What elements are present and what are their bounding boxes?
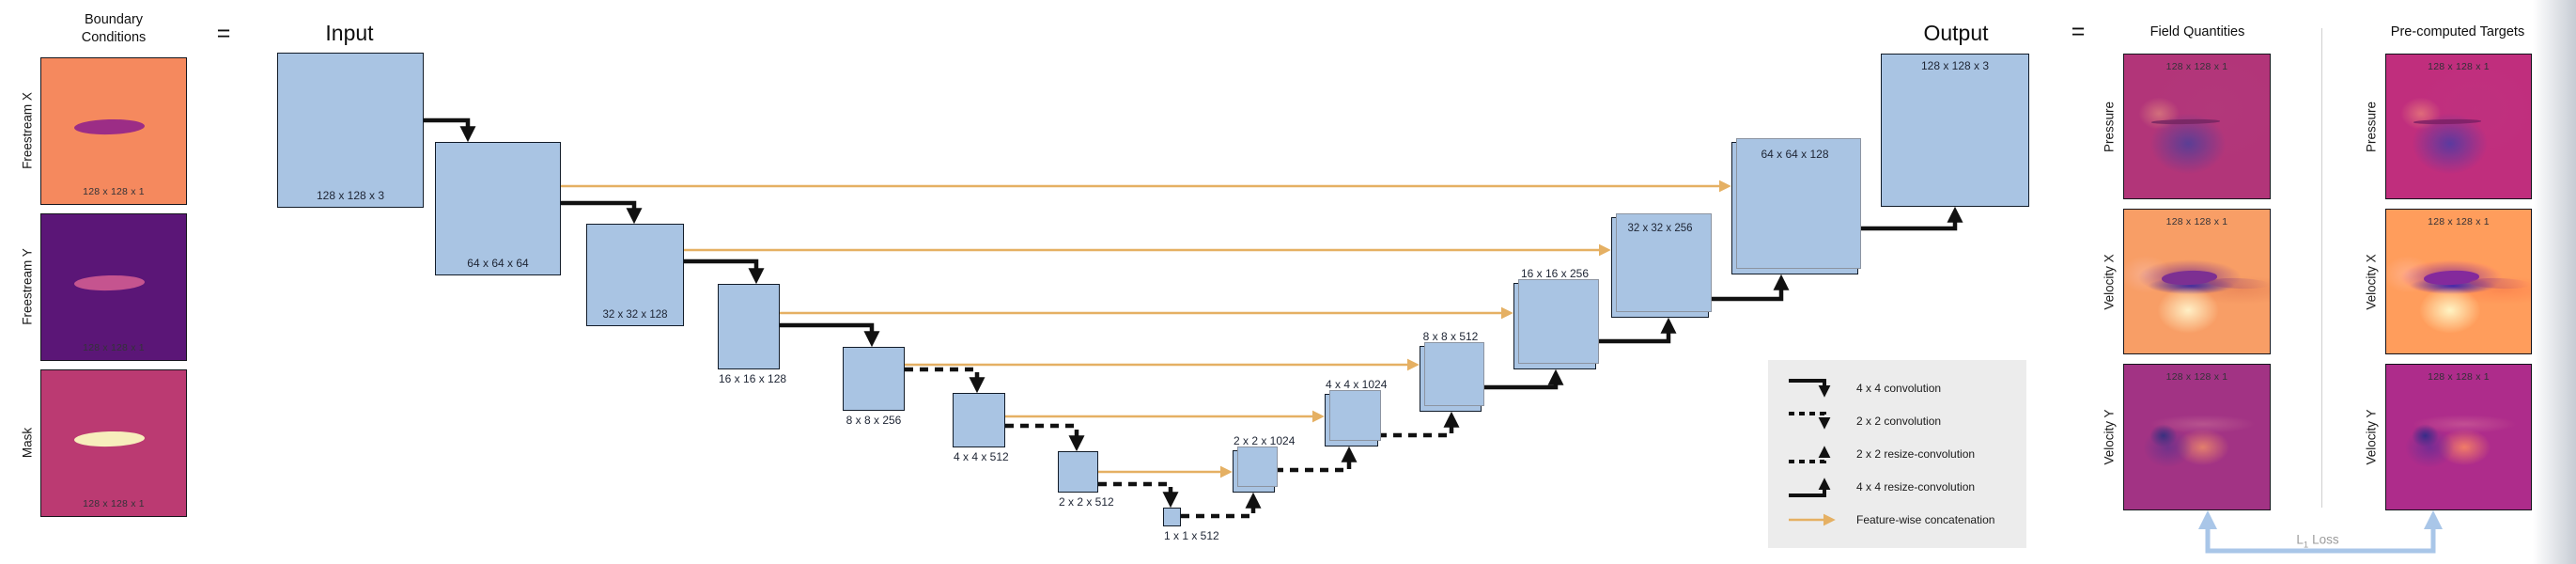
legend-item-concat: Feature-wise concatenation <box>1785 507 2026 533</box>
conv44-enc16-enc8 <box>780 322 880 348</box>
block-dims: 2 x 2 x 1024 <box>1234 434 1296 447</box>
unet-block-enc32: 32 x 32 x 128 <box>586 224 684 326</box>
field-image-velocity-x: 128 x 128 x 1 <box>2123 209 2271 354</box>
page-edge-gradient <box>2533 0 2576 564</box>
resize44-dec32-dec64 <box>1709 274 1790 302</box>
block-dims: 2 x 2 x 512 <box>1059 495 1114 509</box>
field-dims-velocity-y: 128 x 128 x 1 <box>2165 371 2228 383</box>
output-title: Output <box>1923 21 1989 45</box>
loss-rest: Loss <box>2312 532 2339 547</box>
input-title: Input <box>325 21 374 45</box>
loss-base: L <box>2296 532 2304 547</box>
conv44-arrow-icon <box>1789 379 1831 398</box>
unet-block-enc16: 16 x 16 x 128 <box>718 284 786 385</box>
unet-block-enc8: 8 x 8 x 256 <box>843 347 905 427</box>
unet-block-dec4: 4 x 4 x 1024 <box>1325 378 1387 446</box>
unet-block-dec32: 32 x 32 x 256 <box>1611 213 1712 318</box>
bc-image-freestream-x: 128 x 128 x 1 <box>40 57 187 205</box>
legend-label: 2 x 2 convolution <box>1856 415 1942 428</box>
boundary-conditions-title: Boundary Conditions <box>82 11 147 47</box>
field-image-velocity-y: 128 x 128 x 1 <box>2123 364 2271 510</box>
unet-block-output: 128 x 128 x 3 <box>1881 54 2029 207</box>
block-dims: 16 x 16 x 256 <box>1520 267 1590 280</box>
block-dims: 128 x 128 x 3 <box>1920 59 1990 72</box>
bc-image-mask: 128 x 128 x 1 <box>40 369 187 517</box>
unet-block-enc64: 64 x 64 x 64 <box>435 142 561 275</box>
block-dims: 8 x 8 x 512 <box>1422 330 1479 343</box>
legend-label: 4 x 4 convolution <box>1856 382 1942 395</box>
equals-left: = <box>216 20 231 47</box>
legend: 4 x 4 convolution 2 x 2 convolution 2 x … <box>1768 360 2026 548</box>
block-dims: 4 x 4 x 1024 <box>1326 378 1388 391</box>
resize44-dec8-dec16 <box>1482 368 1564 390</box>
unet-block-dec2: 2 x 2 x 1024 <box>1233 434 1295 493</box>
bc-image-freestream-y: 128 x 128 x 1 <box>40 213 187 361</box>
resize44-arrow-icon <box>1789 478 1831 497</box>
conv44-input-enc64 <box>423 118 476 143</box>
unet-block-enc2: 2 x 2 x 512 <box>1058 451 1114 509</box>
conv22-enc4-enc2 <box>1005 423 1085 452</box>
loss-subscript: 1 <box>2303 540 2309 551</box>
block-dims: 1 x 1 x 512 <box>1164 529 1219 542</box>
block-dims: 128 x 128 x 3 <box>316 189 385 202</box>
legend-label: Feature-wise concatenation <box>1856 513 1995 526</box>
field-image-pressure: 128 x 128 x 1 <box>2123 54 2271 199</box>
target-image-velocity-y: 128 x 128 x 1 <box>2385 364 2532 510</box>
field-dims-pressure: 128 x 128 x 1 <box>2165 61 2228 72</box>
conv44-enc32-enc16 <box>684 258 765 285</box>
target-image-pressure: 128 x 128 x 1 <box>2385 54 2532 199</box>
target-dims-pressure: 128 x 128 x 1 <box>2428 61 2490 72</box>
boundary-title-line1: Boundary <box>84 12 144 27</box>
legend-item-conv44: 4 x 4 convolution <box>1785 375 2026 401</box>
block-dims: 32 x 32 x 256 <box>1627 223 1693 234</box>
legend-label: 2 x 2 resize-convolution <box>1856 447 1976 461</box>
block-dims: 8 x 8 x 256 <box>846 414 902 427</box>
l1-loss-connector <box>2198 510 2443 554</box>
field-quantities-title: Field Quantities <box>2149 24 2245 39</box>
resize22-dec2-dec4 <box>1275 446 1358 473</box>
resize22-arrow-icon <box>1789 446 1831 463</box>
unet-block-input: 128 x 128 x 3 <box>277 53 424 208</box>
block-dims: 32 x 32 x 128 <box>602 309 668 321</box>
field-dims-velocity-x: 128 x 128 x 1 <box>2165 216 2228 227</box>
conv22-enc8-enc4 <box>905 367 985 394</box>
legend-item-conv22: 2 x 2 convolution <box>1785 408 2026 434</box>
block-dims: 64 x 64 x 64 <box>467 257 529 270</box>
bc-dims-freestream-x: 128 x 128 x 1 <box>83 186 145 197</box>
conv22-arrow-icon <box>1789 412 1831 430</box>
conv22-enc2-bottleneck <box>1098 481 1179 509</box>
precomputed-targets-title: Pre-computed Targets <box>2390 24 2525 39</box>
unet-block-dec8: 8 x 8 x 512 <box>1420 330 1484 412</box>
unet-block-dec16: 16 x 16 x 256 <box>1513 267 1599 369</box>
legend-label: 4 x 4 resize-convolution <box>1856 480 1976 494</box>
concat-arrow-icon <box>1789 513 1836 526</box>
block-dims: 4 x 4 x 512 <box>954 450 1009 463</box>
legend-item-resize22: 2 x 2 resize-convolution <box>1785 441 2026 467</box>
resize44-dec64-output <box>1858 206 1963 231</box>
equals-right: = <box>2071 18 2086 45</box>
target-image-velocity-x: 128 x 128 x 1 <box>2385 209 2532 354</box>
l1-loss-label: L1 Loss <box>2296 533 2338 551</box>
target-dims-velocity-x: 128 x 128 x 1 <box>2428 216 2490 227</box>
resize22-dec4-dec8 <box>1378 411 1460 438</box>
unet-block-bottleneck: 1 x 1 x 512 <box>1163 508 1219 542</box>
column-divider <box>2321 28 2322 508</box>
resize22-bottleneck-dec2 <box>1181 492 1262 519</box>
target-dims-velocity-y: 128 x 128 x 1 <box>2428 371 2490 383</box>
conv44-enc64-enc32 <box>561 200 643 225</box>
legend-item-resize44: 4 x 4 resize-convolution <box>1785 474 2026 500</box>
bc-dims-mask: 128 x 128 x 1 <box>83 498 145 509</box>
block-dims: 64 x 64 x 128 <box>1761 148 1829 161</box>
bc-dims-freestream-y: 128 x 128 x 1 <box>83 342 145 353</box>
unet-block-dec64: 64 x 64 x 128 <box>1731 138 1861 274</box>
boundary-title-line2: Conditions <box>81 30 147 45</box>
resize44-dec16-dec32 <box>1596 317 1677 344</box>
block-dims: 16 x 16 x 128 <box>719 372 787 385</box>
unet-block-enc4: 4 x 4 x 512 <box>953 393 1009 463</box>
